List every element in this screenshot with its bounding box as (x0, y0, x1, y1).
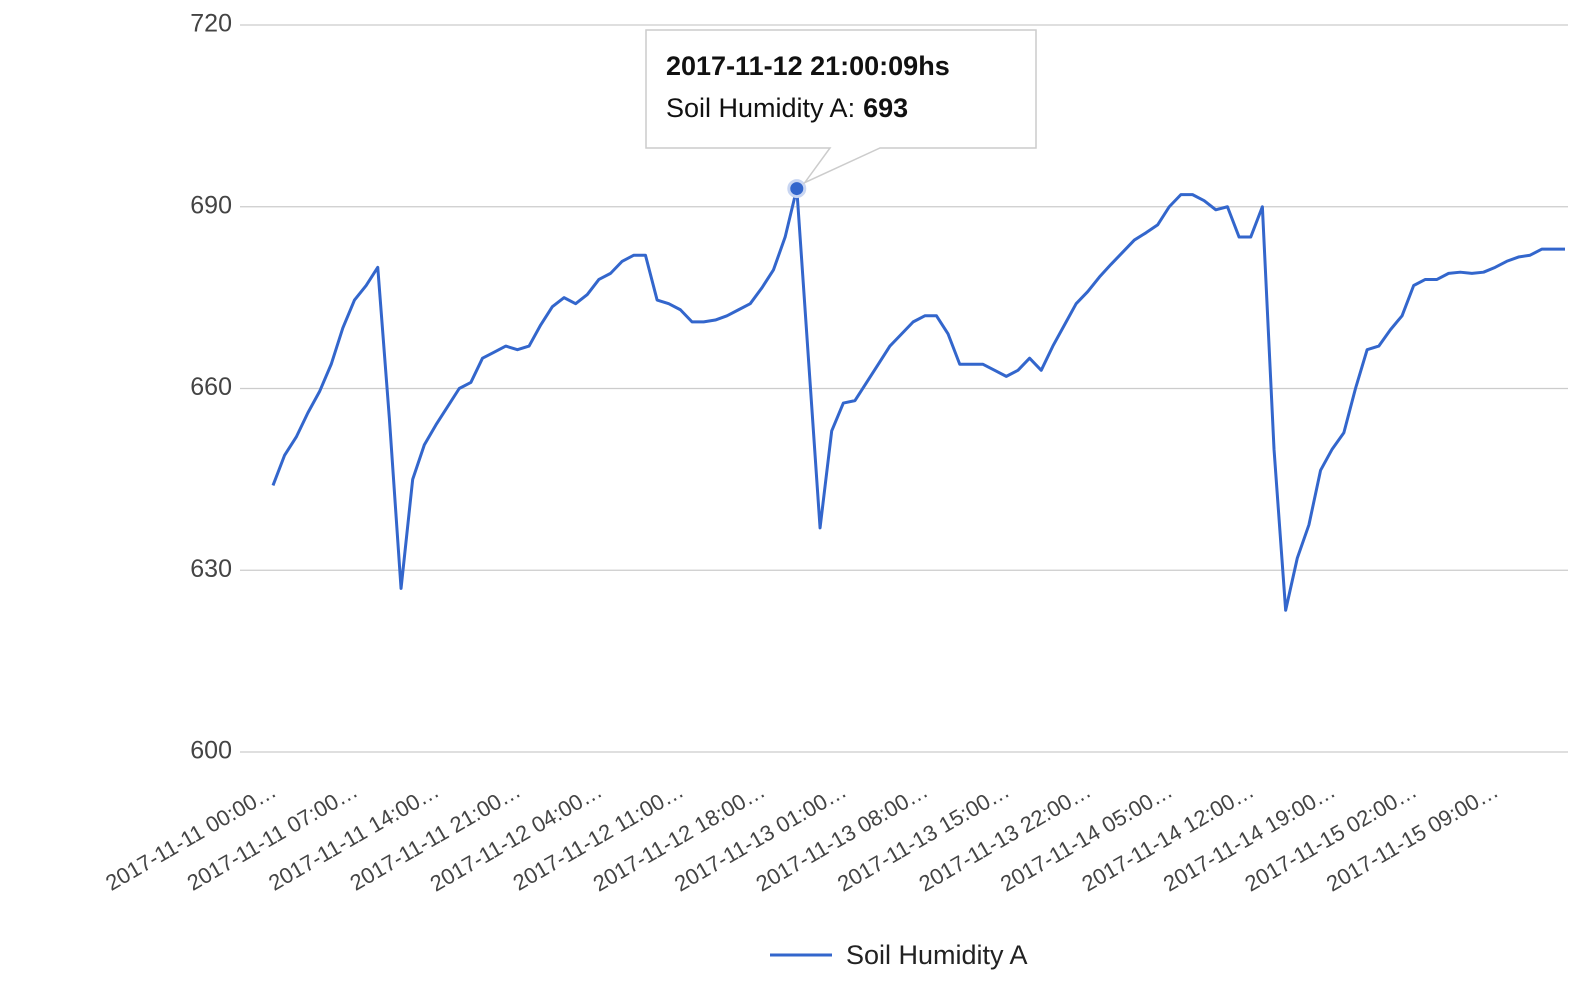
tooltip-title: 2017-11-12 21:00:09hs (666, 51, 950, 81)
data-line (271, 187, 1565, 612)
y-tick-label: 600 (190, 737, 232, 765)
y-tick-label: 720 (190, 10, 232, 38)
tooltip-box (645, 29, 1037, 185)
y-tick-label: 630 (190, 555, 232, 583)
legend-label: Soil Humidity A (846, 940, 1028, 970)
tooltip: 2017-11-12 21:00:09hs Soil Humidity A: 693 (645, 29, 1037, 185)
tooltip-value: 693 (863, 93, 908, 123)
y-tick-label: 690 (190, 191, 232, 219)
y-tick-label: 660 (190, 373, 232, 401)
highlight-point (787, 179, 807, 199)
tooltip-label: Soil Humidity A: (666, 93, 855, 123)
tooltip-body: Soil Humidity A: 693 (666, 93, 908, 123)
